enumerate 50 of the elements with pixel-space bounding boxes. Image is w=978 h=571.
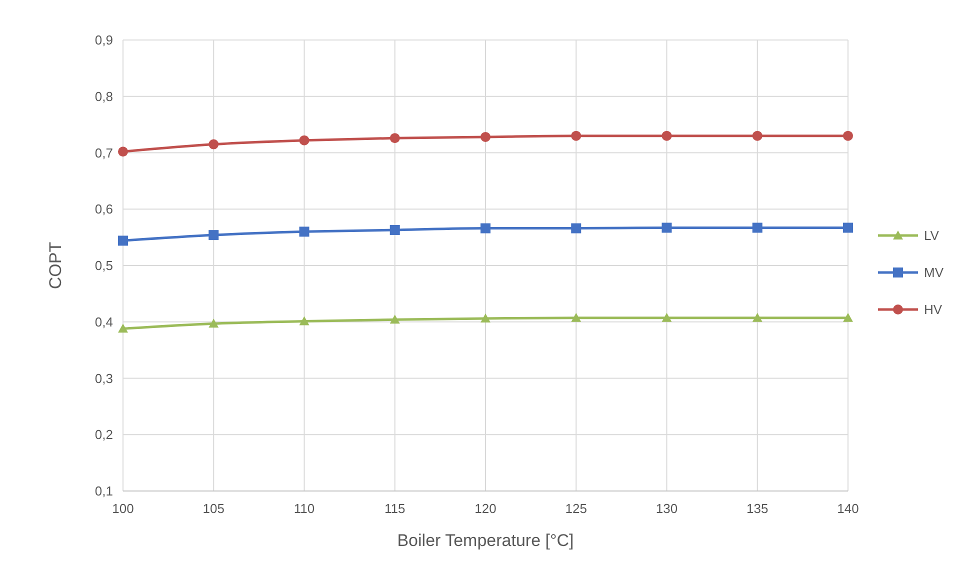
y-tick-label: 0,4 (94, 314, 113, 330)
y-tick-label: 0,6 (94, 202, 113, 217)
y-axis-title: COPT (46, 242, 65, 290)
point (662, 222, 672, 233)
y-tick-label: 0,5 (94, 258, 113, 274)
point (390, 133, 400, 144)
y-tick-label: 0,7 (94, 145, 113, 160)
point (390, 224, 400, 235)
legend-label: HV (924, 302, 942, 318)
point (208, 139, 219, 150)
y-tick-label: 0,1 (94, 484, 113, 499)
point (571, 312, 582, 322)
point (390, 314, 400, 324)
x-tick-label: 130 (656, 501, 678, 516)
point (662, 130, 672, 141)
point (752, 312, 762, 322)
y-tick-label: 0,8 (94, 88, 113, 104)
point (208, 230, 219, 240)
point (843, 222, 853, 233)
legend-label: LV (924, 228, 940, 244)
x-tick-label: 140 (837, 501, 859, 516)
point (843, 130, 853, 141)
x-tick-label: 120 (474, 501, 496, 516)
point (299, 226, 310, 237)
point (752, 222, 762, 233)
point (118, 146, 128, 157)
x-tick-label: 115 (384, 501, 406, 516)
y-tick-label: 0,9 (94, 32, 113, 48)
point (752, 130, 762, 141)
x-tick-label: 110 (294, 501, 315, 516)
y-tick-label: 0,2 (94, 427, 113, 442)
point (299, 316, 310, 326)
point (571, 223, 582, 234)
x-tick-label: 105 (202, 501, 224, 516)
point (118, 324, 128, 333)
x-tick-label: 100 (112, 501, 134, 516)
point (480, 132, 490, 142)
point (480, 313, 490, 322)
point (480, 223, 490, 234)
point (571, 130, 582, 141)
x-axis-title: Boiler Temperature [°C] (397, 531, 574, 550)
x-tick-label: 125 (565, 501, 587, 516)
point (118, 236, 128, 246)
point (843, 312, 853, 322)
point (208, 318, 219, 328)
legend-label: MV (924, 265, 944, 280)
x-tick-label: 135 (746, 501, 768, 516)
point (299, 135, 310, 146)
y-tick-label: 0,3 (94, 370, 113, 386)
point (662, 312, 672, 322)
